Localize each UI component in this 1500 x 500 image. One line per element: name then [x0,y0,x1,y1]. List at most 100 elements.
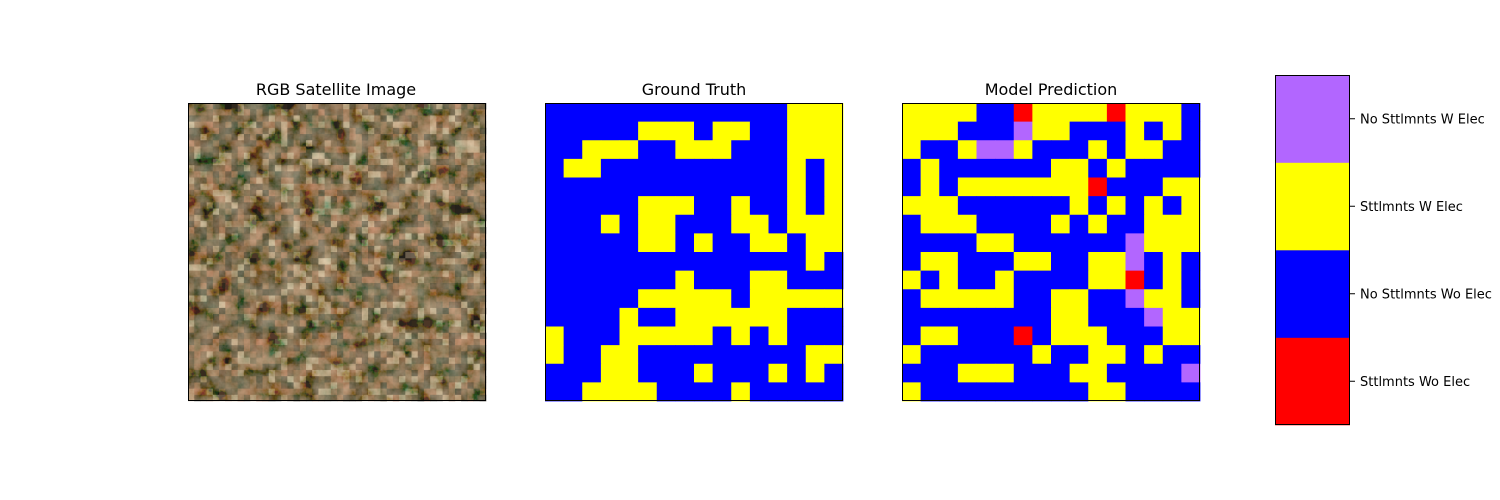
ground-truth-cell [582,382,602,402]
prediction-cell [1013,382,1033,402]
prediction-cell [902,158,922,178]
ground-truth-cell [712,177,732,197]
ground-truth-cell [768,177,788,197]
satellite-texture [188,103,486,401]
prediction-cell [939,196,959,216]
prediction-cell [1013,289,1033,309]
ground-truth-cell [824,158,844,178]
ground-truth-cell [619,233,639,253]
ground-truth-cell [787,177,807,197]
prediction-cell [1144,177,1164,197]
prediction-cell [1181,252,1201,272]
ground-truth-cell [694,196,714,216]
prediction-cell [1181,289,1201,309]
rgb-frame [188,103,486,401]
prediction-cell [976,196,996,216]
prediction-cell [1069,233,1089,253]
prediction-cell [1032,140,1052,160]
ground-truth-cell [768,158,788,178]
prediction-cell [1106,140,1126,160]
prediction-cell [1125,289,1145,309]
prediction-cell [902,252,922,272]
ground-truth-cell [563,103,583,123]
prediction-cell [1181,307,1201,327]
ground-truth-cell [656,121,676,141]
ground-truth-cell [582,289,602,309]
prediction-cell [1125,326,1145,346]
ground-truth-cell [563,252,583,272]
ground-truth-cell [731,196,751,216]
prediction-cell [939,121,959,141]
prediction-cell [976,121,996,141]
ground-truth-cell [675,177,695,197]
ground-truth-cell [600,214,620,234]
prediction-cell [939,233,959,253]
ground-truth-cell [600,121,620,141]
ground-truth-cell [638,307,658,327]
colorbar-tick-label: Sttlmnts Wo Elec [1360,375,1470,390]
prediction-cell [995,196,1015,216]
ground-truth-cell [731,177,751,197]
ground-truth-cell [582,326,602,346]
prediction-cell [1125,121,1145,141]
ground-truth-cell [824,196,844,216]
ground-truth-cell [638,177,658,197]
prediction-cell [1162,345,1182,365]
prediction-cell [1106,121,1126,141]
prediction-cell [1032,158,1052,178]
prediction-cell [1106,270,1126,290]
ground-truth-cell [638,233,658,253]
ground-truth-cell [656,158,676,178]
prediction-cell [957,382,977,402]
ground-truth-cell [768,326,788,346]
ground-truth-cell [805,289,825,309]
ground-truth-cell [731,140,751,160]
ground-truth-cell [563,382,583,402]
ground-truth-cell [675,121,695,141]
ground-truth-cell [600,382,620,402]
ground-truth-cell [545,382,565,402]
ground-truth-cell [582,158,602,178]
prediction-cell [1088,196,1108,216]
prediction-cell [976,140,996,160]
prediction-cell [1013,177,1033,197]
prediction-cell [1032,177,1052,197]
prediction-cell [920,382,940,402]
prediction-cell [920,326,940,346]
prediction-cell [995,345,1015,365]
ground-truth-cell [619,345,639,365]
prediction-cell [1106,307,1126,327]
ground-truth-cell [787,214,807,234]
ground-truth-cell [600,140,620,160]
prediction-cell [1162,270,1182,290]
ground-truth-cell [731,326,751,346]
prediction-cell [1106,363,1126,383]
prediction-cell [939,345,959,365]
ground-truth-cell [749,345,769,365]
prediction-cell [902,140,922,160]
colorbar-segments [1275,75,1350,426]
prediction-cell [957,289,977,309]
ground-truth-cell [545,326,565,346]
ground-truth-cell [675,289,695,309]
prediction-cell [1088,252,1108,272]
rgb-panel-title: RGB Satellite Image [256,80,416,99]
ground-truth-cell [694,289,714,309]
prediction-cell [1162,214,1182,234]
colorbar-tick-label: No Sttlmnts W Elec [1360,112,1485,127]
ground-truth-cell [731,382,751,402]
ground-truth-cell [656,214,676,234]
ground-truth-cell [545,121,565,141]
ground-truth-cell [619,270,639,290]
prediction-cell [976,289,996,309]
prediction-cell [1106,158,1126,178]
ground-truth-cell [638,214,658,234]
ground-truth-cell [563,214,583,234]
ground-truth-cell [619,196,639,216]
ground-truth-cell [563,270,583,290]
prediction-cell [1051,363,1071,383]
prediction-cell [1032,103,1052,123]
ground-truth-cell [563,307,583,327]
prediction-cell [1106,326,1126,346]
prediction-cell [995,140,1015,160]
